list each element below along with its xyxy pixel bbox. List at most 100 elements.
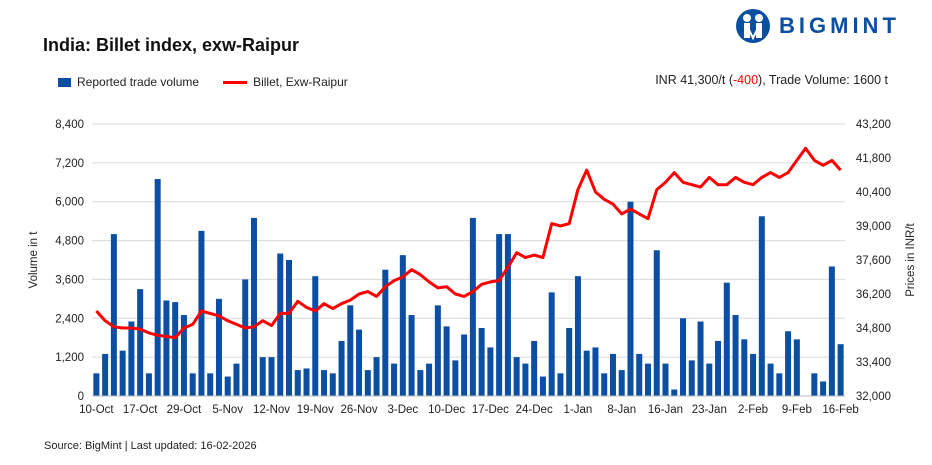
x-tick-label: 16-Jan [648, 404, 683, 416]
x-tick-label: 19-Nov [297, 404, 334, 416]
chart-title: India: Billet index, exw-Raipur [43, 35, 300, 55]
volume-bar [250, 217, 257, 396]
volume-bar [828, 266, 835, 396]
volume-bar [557, 373, 564, 396]
volume-bar [137, 289, 144, 396]
x-tick-label: 17-Dec [472, 404, 509, 416]
volume-bar [233, 363, 240, 396]
volume-bar [758, 216, 765, 396]
volume-bar [119, 350, 126, 396]
volume-bar [286, 260, 293, 396]
legend-volume-label: Reported trade volume [77, 75, 200, 89]
volume-bar [215, 298, 222, 396]
volume-bar [487, 347, 494, 396]
y-left-tick-label: 8,400 [55, 119, 84, 131]
volume-bar [820, 381, 827, 396]
x-tick-label: 23-Jan [692, 404, 727, 416]
volume-bar [837, 344, 844, 396]
logo-text: BIGMINT [779, 13, 900, 38]
volume-bar [601, 373, 608, 396]
x-tick-label: 8-Jan [607, 404, 636, 416]
y-right-tick-label: 39,000 [856, 221, 891, 233]
y-axis-left-label: Volume in t [28, 231, 40, 289]
volume-bar [102, 353, 109, 396]
volume-bar [277, 253, 284, 396]
y-left-tick-label: 0 [78, 391, 84, 403]
volume-bar [504, 234, 511, 396]
volume-bar [426, 363, 433, 396]
y-right-tick-label: 32,000 [856, 391, 891, 403]
y-left-tick-label: 7,200 [55, 158, 84, 170]
y-right-tick-label: 40,400 [856, 187, 891, 199]
volume-bar [469, 217, 476, 396]
y-left-tick-label: 6,000 [55, 197, 84, 209]
volume-bar [574, 276, 581, 396]
volume-bar [671, 389, 678, 396]
y-right-tick-label: 41,800 [856, 153, 891, 165]
x-tick-label: 2-Feb [738, 404, 768, 416]
volume-bar [443, 326, 450, 396]
volume-bar [566, 328, 573, 396]
volume-bar [583, 350, 590, 396]
x-tick-label: 1-Jan [564, 404, 593, 416]
summary-suffix: ), Trade Volume: 1600 t [758, 73, 888, 87]
y-axis-right-label: Prices in INR/t [905, 222, 917, 296]
volume-bar [93, 373, 100, 396]
source-note: Source: BigMint | Last updated: 16-02-20… [44, 440, 257, 452]
volume-bar [364, 370, 371, 396]
volume-bar [548, 292, 555, 396]
legend: Reported trade volume Billet, Exw-Raipur [58, 75, 348, 89]
volume-bar [732, 315, 739, 396]
volume-bar [767, 363, 774, 396]
volume-bar [741, 339, 748, 396]
volume-bar [128, 321, 135, 396]
volume-bar [154, 179, 161, 396]
summary-change: -400 [733, 73, 759, 87]
y-right-tick-label: 36,200 [856, 289, 891, 301]
volume-bar [539, 376, 546, 396]
volume-bar [653, 250, 660, 396]
volume-bar [434, 305, 441, 396]
legend-price-label: Billet, Exw-Raipur [253, 75, 348, 89]
legend-line-swatch [223, 80, 248, 84]
volume-bar [785, 331, 792, 396]
volume-bar [145, 373, 152, 396]
volume-bar [609, 353, 616, 396]
volume-bar [172, 302, 179, 396]
volume-bar [715, 340, 722, 396]
volume-bar [592, 347, 599, 396]
volume-bar [706, 363, 713, 396]
y-right-tick-label: 33,400 [856, 357, 891, 369]
volume-bar [224, 376, 231, 396]
volume-bar [321, 370, 328, 396]
summary-prefix: INR 41,300/t ( [655, 73, 734, 87]
volume-bar [417, 370, 424, 396]
x-tick-label: 17-Oct [123, 404, 158, 416]
x-tick-label: 3-Dec [387, 404, 418, 416]
volume-bar [680, 318, 687, 396]
y-right-tick-label: 34,800 [856, 323, 891, 335]
volume-bar [688, 360, 695, 396]
volume-bar [259, 357, 266, 396]
x-tick-label: 24-Dec [516, 404, 553, 416]
volume-bar [531, 340, 538, 396]
y-right-tick-label: 43,200 [856, 119, 891, 131]
x-tick-label: 29-Oct [167, 404, 202, 416]
legend-bar-swatch [58, 77, 71, 87]
volume-bar [373, 357, 380, 396]
volume-bar [776, 373, 783, 396]
x-tick-label: 5-Nov [212, 404, 243, 416]
volume-bar [312, 276, 319, 396]
volume-bar [347, 305, 354, 396]
volume-bar [268, 357, 275, 396]
logo-icon [736, 9, 770, 43]
x-tick-label: 12-Nov [253, 404, 290, 416]
bigmint-logo: BIGMINT [735, 8, 900, 44]
volume-bar [793, 339, 800, 396]
volume-bar [180, 315, 187, 396]
volume-bar [811, 373, 818, 396]
price-summary: INR 41,300/t (-400), Trade Volume: 1600 … [655, 73, 888, 87]
volume-bar [391, 363, 398, 396]
volume-bar [110, 234, 117, 396]
volume-bar [399, 255, 406, 396]
